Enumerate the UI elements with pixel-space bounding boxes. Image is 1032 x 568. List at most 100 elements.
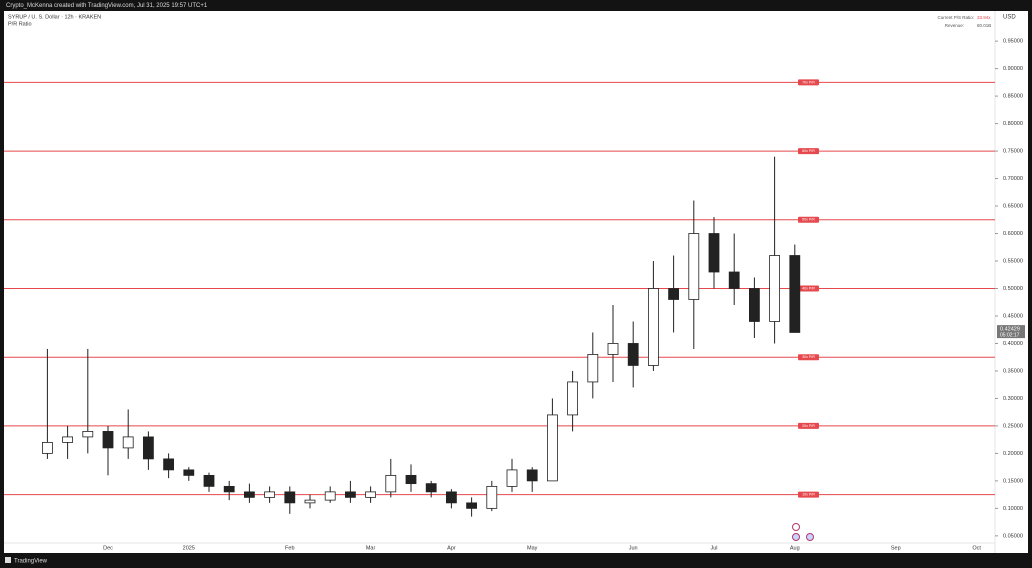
level-label: 10x P/R: [802, 493, 815, 497]
logo: [5, 557, 11, 563]
level-tag: [798, 148, 819, 155]
candle-body: [587, 354, 599, 383]
level-tag: [798, 354, 819, 361]
y-tick-label: 0.25000: [1003, 423, 1023, 429]
candle-body: [769, 255, 780, 322]
level-tag: [798, 491, 819, 498]
y-tick-label: 0.50000: [1003, 286, 1023, 292]
y-tick-label: 0.80000: [1003, 121, 1023, 127]
candle-body: [284, 491, 296, 504]
footer: TradingView: [14, 559, 48, 565]
last-price-label: 0.42429: [1000, 327, 1020, 333]
y-tick-label: 0.15000: [1003, 478, 1023, 484]
y-tick-label: 0.65000: [1003, 203, 1023, 209]
candle-body: [789, 255, 801, 333]
y-tick-label: 0.95000: [1003, 39, 1023, 45]
candle-body: [728, 271, 740, 289]
symbol: SYRUP / U. S. Dollar · 12h · KRAKEN: [8, 14, 101, 20]
candle-body: [425, 483, 437, 493]
candle-body: [466, 502, 478, 509]
level-label: 70x P/R: [802, 80, 815, 84]
candle-body: [223, 485, 235, 493]
level-label: 40x P/R: [802, 286, 815, 290]
candle-body: [547, 414, 558, 482]
x-tick-label: Aug: [790, 545, 800, 551]
candle-body: [324, 491, 336, 501]
x-tick-label: Jun: [629, 545, 638, 551]
event-icon: [792, 523, 800, 531]
ratio-label: Current P/S Ratio:: [937, 15, 974, 20]
y-tick-label: 0.30000: [1003, 396, 1023, 402]
candle-body: [102, 431, 114, 449]
candle-body: [264, 491, 276, 498]
candle-body: [82, 431, 94, 438]
level-label: 20x P/R: [802, 424, 815, 428]
level-label: 50x P/R: [802, 218, 815, 222]
y-tick-label: 0.05000: [1003, 533, 1023, 539]
candle-body: [648, 288, 659, 366]
x-tick-label: Dec: [103, 545, 113, 551]
currency: USD: [1003, 15, 1016, 21]
revenue-label: Revenue:: [945, 23, 964, 28]
x-tick-label: 2025: [183, 545, 195, 551]
last-price-tag: [997, 325, 1025, 339]
candle-body: [607, 343, 619, 355]
y-tick-label: 0.45000: [1003, 313, 1023, 319]
candle-body: [42, 442, 53, 454]
y-tick-label: 0.20000: [1003, 451, 1023, 457]
candle-body: [708, 233, 720, 273]
candle-body: [445, 491, 457, 504]
candle-body: [243, 491, 255, 498]
level-label: 30x P/R: [802, 355, 815, 359]
level-tag: [798, 285, 819, 292]
candle-body: [365, 491, 377, 498]
y-tick-label: 0.35000: [1003, 368, 1023, 374]
x-tick-label: May: [527, 545, 538, 551]
x-tick-label: Feb: [285, 545, 294, 551]
countdown: 05:02:17: [1000, 332, 1020, 338]
x-tick-label: Sep: [891, 545, 901, 551]
candle-body: [203, 474, 215, 487]
level-tag: [798, 216, 819, 223]
level-label: 60x P/R: [802, 149, 815, 153]
x-tick-label: Oct: [972, 545, 981, 551]
candle-body: [668, 288, 679, 300]
candle-body: [749, 288, 760, 322]
candle-body: [567, 381, 578, 416]
chart-background: [4, 11, 1028, 553]
y-tick-label: 0.70000: [1003, 176, 1023, 182]
y-tick-label: 0.75000: [1003, 149, 1023, 155]
candle-body: [385, 474, 397, 493]
y-tick-label: 0.90000: [1003, 66, 1023, 72]
level-tag: [798, 79, 819, 86]
ratio-value: 33.94x: [977, 15, 991, 20]
y-tick-label: 0.55000: [1003, 258, 1023, 264]
candle-body: [122, 436, 134, 449]
revenue-value: 80.01B: [977, 23, 991, 28]
x-tick-label: Jul: [710, 545, 717, 551]
y-tick-label: 0.10000: [1003, 506, 1023, 512]
y-tick-label: 0.40000: [1003, 341, 1023, 347]
credit: Crypto_McKenna created with TradingView.…: [6, 3, 208, 9]
candle-body: [163, 458, 175, 471]
candle-body: [486, 485, 498, 509]
indicator: P/R Ratio: [8, 21, 32, 27]
level-tag: [798, 422, 819, 429]
candle-body: [183, 469, 195, 476]
candle-body: [506, 469, 518, 487]
candle-body: [405, 474, 417, 485]
x-tick-label: Mar: [366, 545, 376, 551]
event-icon: [806, 533, 814, 541]
y-tick-label: 0.85000: [1003, 94, 1023, 100]
candle-body: [62, 436, 73, 443]
candle-body: [526, 469, 538, 482]
event-icon: [792, 533, 800, 541]
candle-body: [688, 233, 700, 300]
candle-body: [304, 499, 316, 504]
candle-body: [627, 343, 639, 366]
y-tick-label: 0.60000: [1003, 231, 1023, 237]
candle-body: [142, 436, 154, 460]
x-tick-label: Apr: [447, 545, 456, 551]
